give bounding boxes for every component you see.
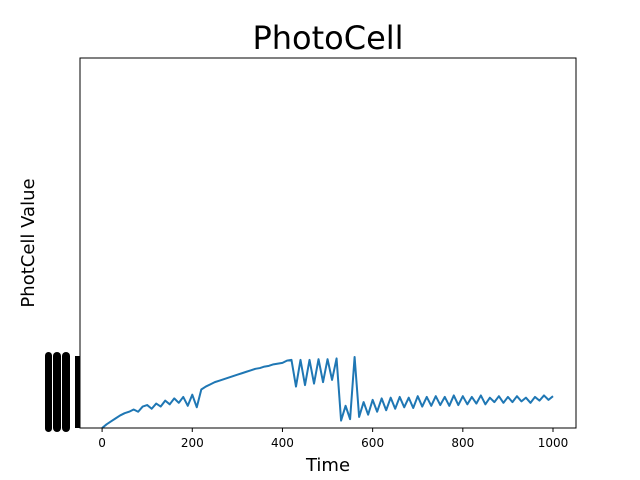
chart-title: PhotoCell (252, 19, 403, 57)
y-tick-marks (75, 356, 80, 428)
plot-area-frame (79, 57, 577, 429)
y-tick-label-cluster (62, 352, 70, 432)
photocell-series-line (101, 355, 554, 429)
x-tick-label: 1000 (538, 436, 569, 450)
x-axis-label: Time (305, 455, 350, 476)
y-tick-label-cluster (45, 352, 52, 432)
y-axis-label: PhotCell Value (18, 178, 39, 307)
x-tick-label: 200 (181, 436, 204, 450)
x-tick-label: 400 (271, 436, 294, 450)
x-tick-label: 0 (98, 436, 106, 450)
x-tick-label: 600 (361, 436, 384, 450)
y-tick-label-cluster (53, 352, 61, 432)
x-tick-label: 800 (451, 436, 474, 450)
y-tick-labels-overlapping (45, 352, 80, 432)
